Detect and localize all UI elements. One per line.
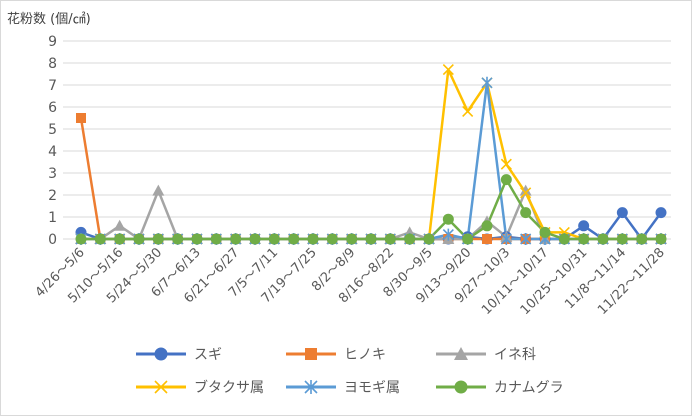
legend-label: スギ xyxy=(194,347,222,363)
data-point-イネ科 xyxy=(152,184,165,196)
data-point-カナムグラ xyxy=(404,233,416,245)
x-tick-label: 10/11～10/17 xyxy=(479,245,552,318)
y-tick-label: 6 xyxy=(48,100,57,116)
data-point-カナムグラ xyxy=(230,233,242,245)
data-point-ヨモギ属 xyxy=(500,233,512,245)
y-tick-label: 4 xyxy=(48,144,57,160)
legend-marker xyxy=(454,347,468,360)
data-point-カナムグラ xyxy=(365,233,377,245)
data-point-ブタクサ属 xyxy=(462,105,474,117)
legend-label: ヒノキ xyxy=(344,347,386,363)
data-point-カナムグラ xyxy=(655,233,667,245)
data-point-カナムグラ xyxy=(94,233,106,245)
data-point-ヨモギ属 xyxy=(520,233,532,245)
x-tick-labels: 4/26～5/65/10～5/165/24～5/306/7～6/136/21～6… xyxy=(33,245,668,318)
y-tick-label: 1 xyxy=(48,210,57,226)
series-line-カナムグラ xyxy=(81,178,661,241)
x-tick-label: 11/22～11/28 xyxy=(595,245,668,318)
data-point-カナムグラ xyxy=(152,233,164,245)
data-point-カナムグラ xyxy=(442,213,454,225)
data-point-イネ科 xyxy=(113,219,126,231)
legend-label: イネ科 xyxy=(494,347,536,363)
data-point-カナムグラ xyxy=(114,233,126,245)
data-point-ブタクサ属 xyxy=(520,187,532,199)
data-point-カナムグラ xyxy=(558,233,570,245)
data-point-カナムグラ xyxy=(307,233,319,245)
data-point-ヒノキ xyxy=(76,113,86,123)
data-point-カナムグラ xyxy=(520,207,532,219)
data-point-カナムグラ xyxy=(191,233,203,245)
data-point-カナムグラ xyxy=(636,233,648,245)
data-point-カナムグラ xyxy=(500,174,512,186)
y-tick-label: 9 xyxy=(48,34,57,50)
data-point-カナムグラ xyxy=(384,233,396,245)
y-tick-labels: 0 1 2 3 4 5 6 7 8 9 xyxy=(48,34,57,248)
legend-marker xyxy=(154,380,168,394)
y-tick-label: 5 xyxy=(48,122,57,138)
series-markers xyxy=(75,64,667,245)
data-point-カナムグラ xyxy=(597,233,609,245)
data-point-スギ xyxy=(616,207,628,219)
data-point-ブタクサ属 xyxy=(500,158,512,170)
data-point-カナムグラ xyxy=(249,233,261,245)
data-point-ヨモギ属 xyxy=(481,76,493,89)
data-point-ヨモギ属 xyxy=(442,228,454,241)
y-tick-label: 8 xyxy=(48,56,57,72)
y-tick-label: 3 xyxy=(48,166,57,182)
data-point-カナムグラ xyxy=(423,233,435,245)
data-point-カナムグラ xyxy=(133,233,145,245)
data-point-カナムグラ xyxy=(462,233,474,245)
y-tick-label: 2 xyxy=(48,188,57,204)
data-point-カナムグラ xyxy=(539,226,551,238)
data-point-イネ科 xyxy=(519,184,532,196)
data-point-ブタクサ属 xyxy=(442,64,454,76)
data-point-スギ xyxy=(655,207,667,219)
data-point-カナムグラ xyxy=(210,233,222,245)
data-point-ヒノキ xyxy=(482,234,492,244)
legend-marker xyxy=(305,348,317,360)
legend-label: カナムグラ xyxy=(494,380,564,396)
series-lines xyxy=(79,68,663,241)
x-tick-label: 10/25～10/31 xyxy=(518,245,591,318)
legend-marker xyxy=(154,347,168,361)
y-tick-label: 7 xyxy=(48,78,57,94)
gridlines xyxy=(63,40,671,240)
data-point-カナムグラ xyxy=(578,233,590,245)
data-point-カナムグラ xyxy=(172,233,184,245)
y-tick-label: 0 xyxy=(48,232,57,248)
series-line-ヒノキ xyxy=(79,117,661,241)
data-point-カナムグラ xyxy=(481,220,493,232)
legend-label: ブタクサ属 xyxy=(194,379,264,396)
legend-marker xyxy=(454,380,468,394)
data-point-カナムグラ xyxy=(616,233,628,245)
data-point-カナムグラ xyxy=(326,233,338,245)
y-axis-label: 花粉数 (個/㎠) xyxy=(7,11,91,27)
data-point-カナムグラ xyxy=(75,233,87,245)
data-point-カナムグラ xyxy=(346,233,358,245)
data-point-カナムグラ xyxy=(268,233,280,245)
legend-marker xyxy=(304,380,318,394)
data-point-カナムグラ xyxy=(288,233,300,245)
data-point-スギ xyxy=(578,220,590,232)
legend-label: ヨモギ属 xyxy=(344,380,400,396)
